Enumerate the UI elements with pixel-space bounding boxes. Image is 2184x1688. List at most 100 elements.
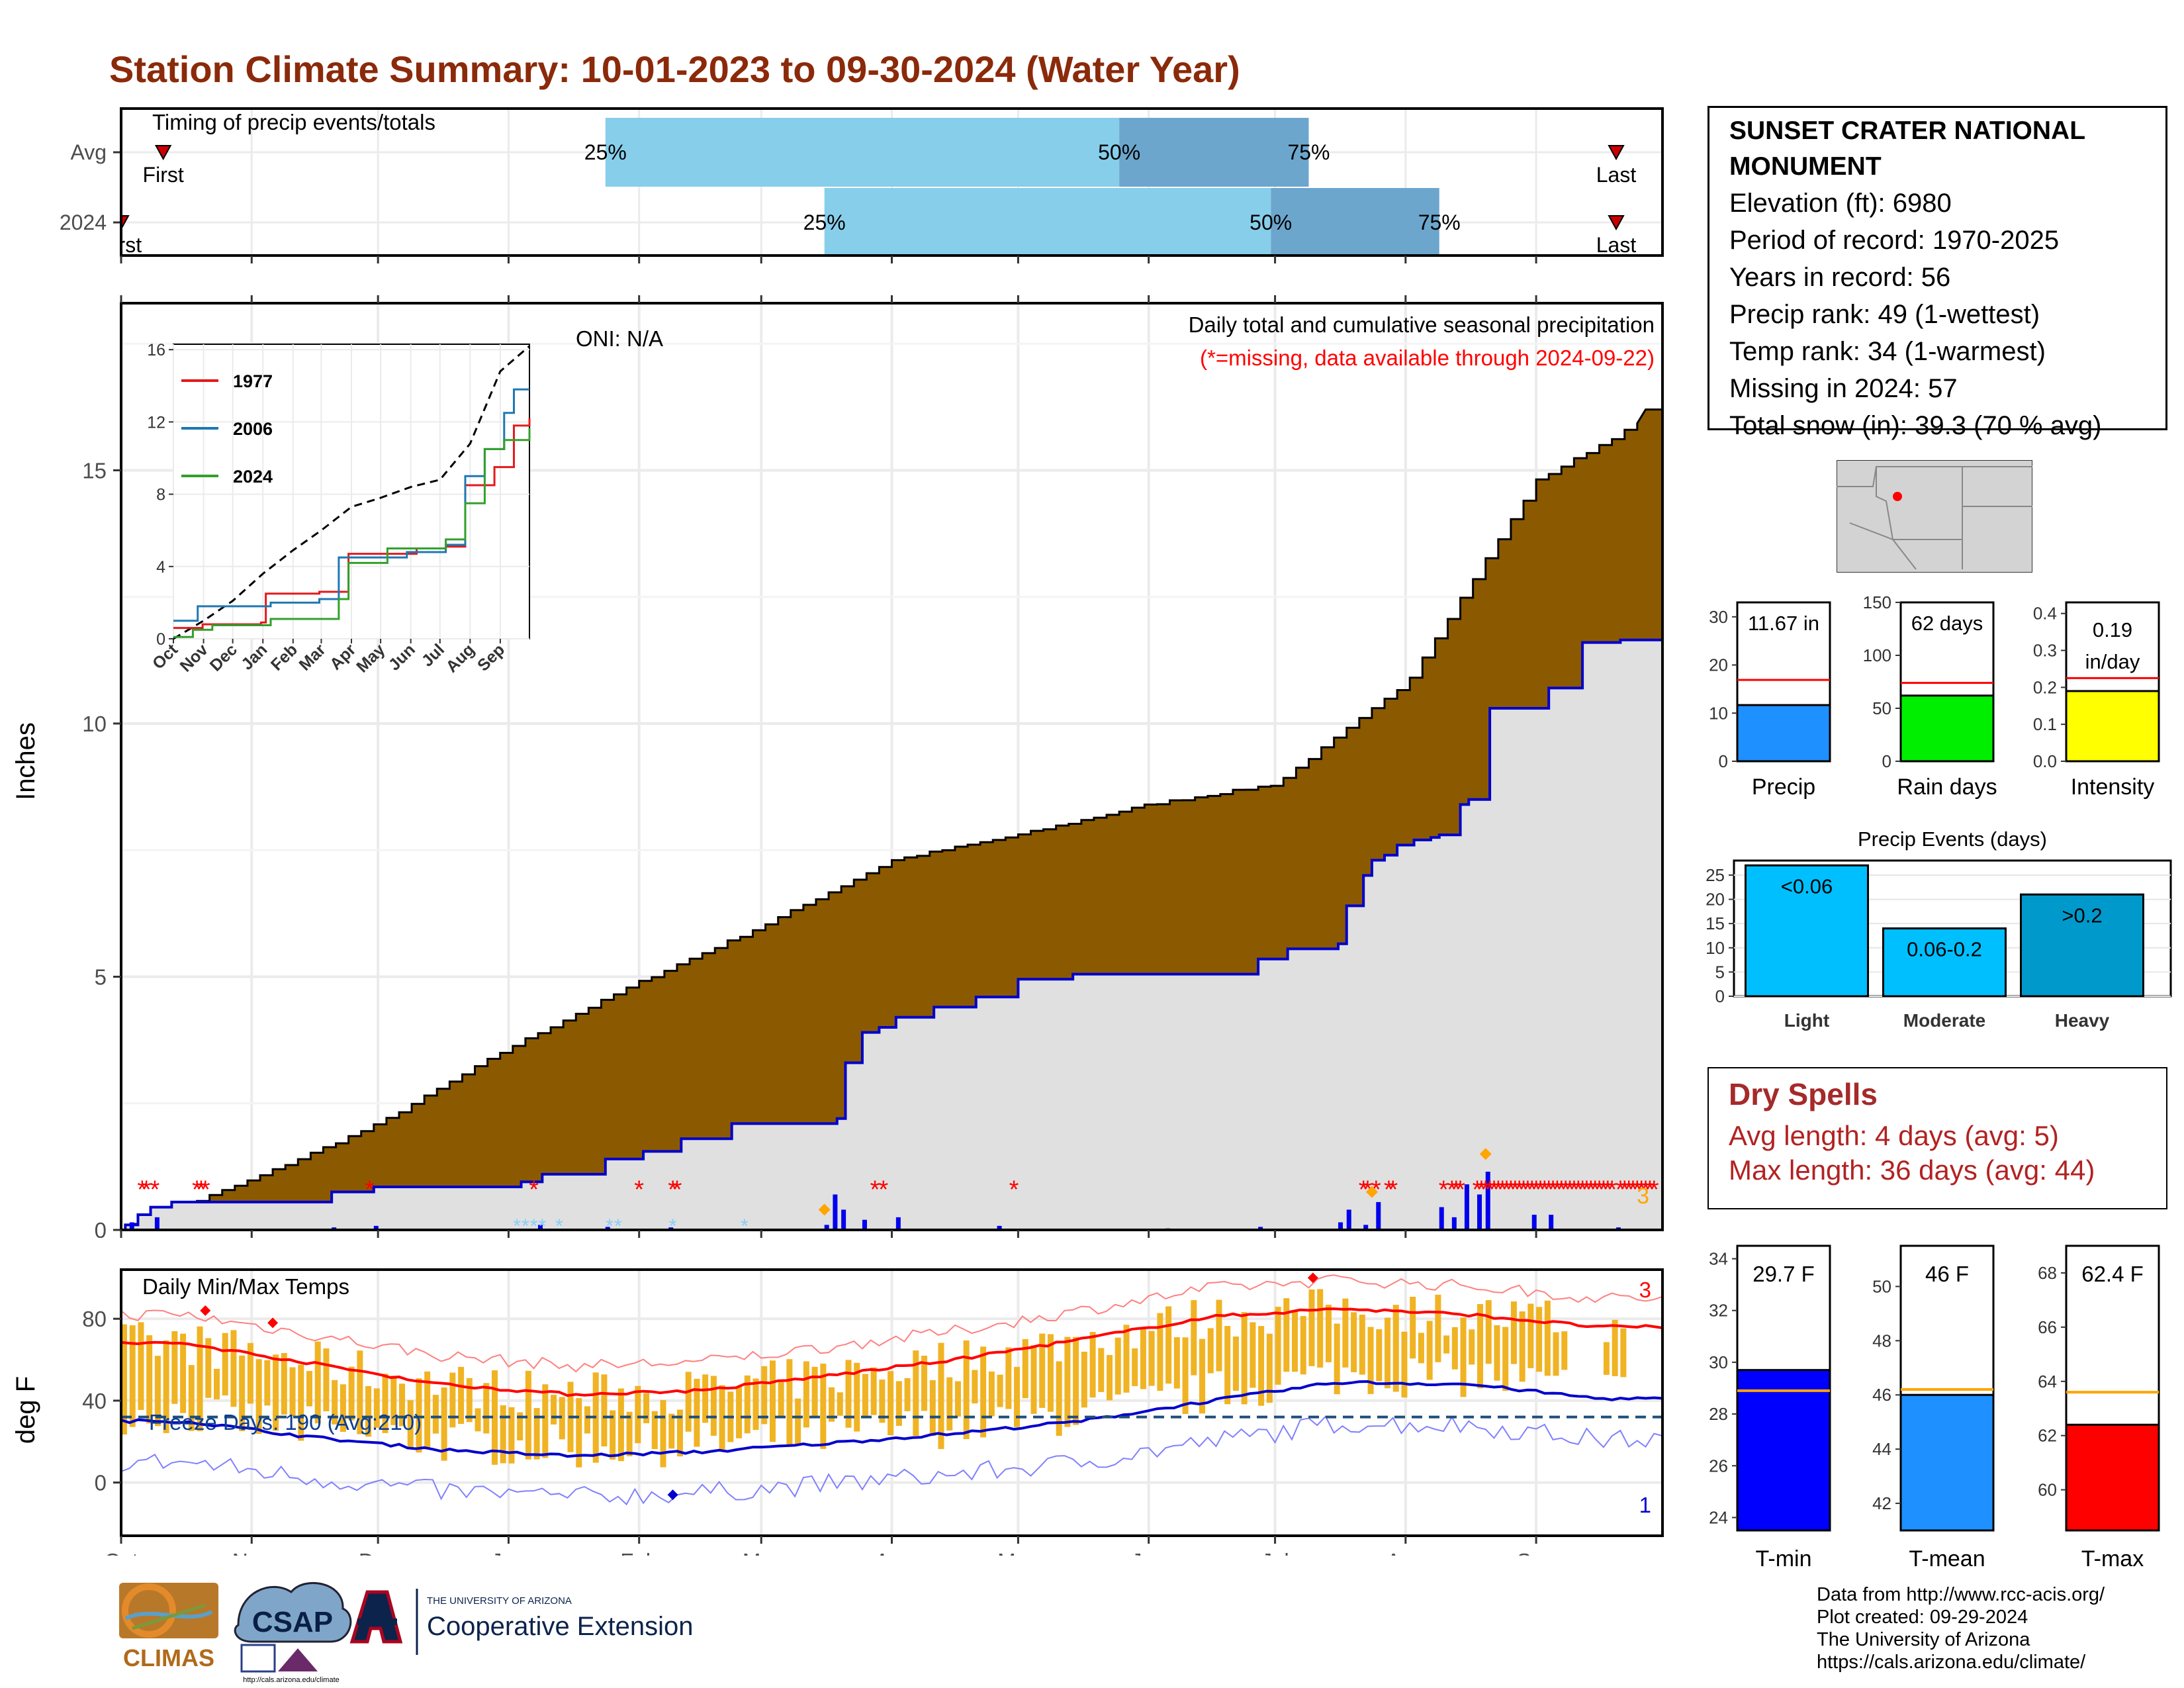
mini-y-tick-label: 10 [1709,703,1728,723]
mini-y-tick-label: 0.0 [2033,751,2057,771]
daily-temp-bar [1620,1328,1627,1378]
daily-temp-bar [879,1380,886,1423]
daily-temp-bar [811,1366,818,1416]
dry-avg-length: Avg length: 4 days (avg: 5) [1729,1120,2059,1151]
missing-day-marker: * [1645,1176,1655,1203]
month-tick-label: Jun [1131,1549,1166,1556]
missing-day-marker: * [1510,1176,1520,1203]
daily-temp-bar [786,1359,793,1444]
daily-temp-bar [281,1352,287,1415]
event-bar-label: >0.2 [2062,904,2102,927]
daily-temp-bar [441,1387,447,1461]
mini-y-tick-label: 0 [1719,751,1728,771]
daily-temp-bar [255,1359,262,1434]
daily-temp-bar [1308,1289,1315,1366]
timing-25-label: 25% [584,140,627,164]
footer-url: https://cals.arizona.edu/climate/ [1817,1652,2086,1673]
temp-y-tick-label: 40 [82,1389,107,1413]
daily-temp-bar [972,1370,978,1404]
missing-day-marker: * [192,1176,202,1203]
daily-temp-bar [803,1361,809,1428]
temp-header: Daily Min/Max Temps [142,1274,349,1299]
footer-credits: Data from http://www.rcc-acis.org/ Plot … [1817,1583,2105,1673]
missing-count: 3 [1637,1184,1649,1209]
daily-precip-bar [1451,1217,1457,1230]
current-cumulative-area [121,638,1664,1231]
mini-value-label: in/day [2085,650,2140,673]
daily-temp-bar [289,1367,296,1417]
missing-day-marker: * [1586,1176,1596,1203]
daily-temp-bar [1502,1327,1509,1391]
month-tick-label: Dec [359,1549,398,1556]
temp-bar-y-tick-label: 68 [2038,1263,2057,1283]
daily-temp-bar [1460,1317,1467,1397]
missing-day-marker: * [201,1176,210,1203]
daily-temp-bar [1401,1331,1408,1398]
daily-temp-bar [1073,1336,1079,1425]
temp-bar-y-tick-label: 62 [2038,1426,2057,1446]
temp-y-tick-label: 0 [95,1471,107,1495]
daily-temp-bar [483,1383,490,1434]
daily-precip-bar [129,1222,134,1230]
daily-temp-bar [525,1370,531,1460]
temp-summary-charts: 24 26 28 30 32 34 29.7 F T-min 42 44 46 48 50 46 F T-m… [1709,1244,2160,1571]
daily-temp-bar [685,1372,692,1432]
missing-day-marker: * [668,1176,678,1203]
daily-precip-bar [1549,1215,1554,1230]
daily-temp-bar [1527,1303,1534,1368]
temp-bar-y-tick-label: 24 [1709,1507,1728,1527]
daily-temp-bar [416,1378,422,1453]
daily-temp-bar [1275,1307,1281,1385]
temp-value-label: 46 F [1925,1262,1969,1286]
missing-day-marker: * [634,1176,644,1203]
daily-precip-bar [1376,1201,1381,1230]
daily-temp-bar [491,1370,498,1465]
temp-bar-y-tick-label: 42 [1872,1493,1891,1513]
daily-precip-bar [997,1225,1002,1230]
daily-temp-bar [643,1393,650,1424]
first-event-marker [154,145,172,161]
inset-y-tick-label: 0 [156,630,165,649]
daily-temp-bar [1376,1329,1383,1382]
daily-temp-bar [542,1384,549,1458]
logos: CLIMAS CSAP http://cals.arizona.edu/clim… [119,1581,693,1684]
daily-temp-bar [1359,1314,1365,1375]
daily-temp-bar [904,1378,911,1411]
daily-temp-bar [887,1371,894,1436]
temp-category-label: T-max [2081,1546,2144,1571]
daily-temp-bar [138,1322,144,1411]
daily-temp-bar [829,1387,835,1422]
missing-day-marker: * [529,1176,539,1203]
daily-temp-bar [651,1411,658,1450]
record-low-marker [667,1489,678,1501]
temp-bar-y-tick-label: 32 [1709,1301,1728,1321]
daily-temp-bar [980,1346,987,1438]
locator-map [1837,460,2032,573]
daily-temp-bar [635,1385,641,1444]
daily-temp-bar [895,1381,902,1426]
daily-temp-bar [332,1380,338,1425]
timing-bar-50-75 [1271,188,1439,257]
daily-temp-bar [660,1400,666,1468]
daily-temp-bar [676,1409,683,1457]
daily-temp-bar [702,1374,709,1423]
missing-day-marker: * [150,1176,160,1203]
missing-day-marker: * [1548,1176,1558,1203]
missing-day-marker: * [1514,1176,1524,1203]
precip-ylabel: Inches [11,722,40,800]
mini-y-tick-label: 20 [1709,655,1728,675]
temp-y-tick-label: 80 [82,1307,107,1331]
station-info-line: Years in record: 56 [1729,263,1951,292]
daily-temp-bar [1367,1327,1374,1394]
temp-value-label: 62.4 F [2081,1262,2144,1286]
daily-temp-bar [963,1340,970,1440]
daily-temp-bar [929,1380,936,1436]
daily-temp-bar [1612,1319,1618,1376]
temp-bar-y-tick-label: 46 [1872,1385,1891,1405]
snow-marker: * [614,1215,622,1237]
daily-temp-bar [1250,1322,1256,1388]
daily-temp-bar [1485,1300,1492,1364]
month-tick-label: Jul [1261,1549,1289,1556]
daily-temp-bar [1342,1298,1349,1368]
temp-category-label: T-mean [1909,1546,1985,1571]
